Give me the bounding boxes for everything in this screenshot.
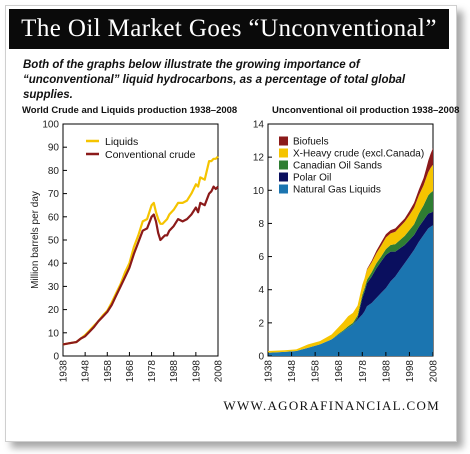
legend-swatch [279, 148, 288, 158]
x-tick-label: 1998 [191, 360, 202, 383]
y-tick-label: 50 [48, 236, 60, 247]
x-tick-label: 2008 [429, 360, 440, 383]
legend-swatch [279, 184, 288, 194]
intro-text: Both of the graphs below illustrate the … [23, 59, 406, 101]
right-area-chart: 0 2 4 6 8 10 12 14 1938 1948 1958 1968 1978 1988 1998… [253, 120, 440, 383]
x-tick-label: 1938 [59, 360, 70, 383]
x-tick-label: 1978 [358, 360, 369, 383]
x-tick-label: 2008 [214, 360, 225, 383]
legend-swatch [279, 160, 288, 170]
left-y-axis-label: Million barrels per day [30, 191, 41, 289]
x-tick-label: 1948 [287, 360, 298, 383]
y-tick-label: 10 [253, 186, 265, 197]
x-tick-label: 1988 [169, 360, 180, 383]
y-tick-label: 90 [48, 143, 60, 154]
y-tick-label: 2 [258, 318, 264, 329]
legend-label: Natural Gas Liquids [293, 185, 381, 196]
source-footer: WWW.AGORAFINANCIAL.COM [223, 398, 440, 413]
x-tick-label: 1978 [147, 360, 158, 383]
y-tick-label: 8 [258, 219, 264, 230]
x-tick-label: 1968 [125, 360, 136, 383]
legend-label: Canadian Oil Sands [293, 161, 382, 172]
conventional-crude-line [62, 185, 219, 346]
x-tick-label: 1988 [381, 360, 392, 383]
y-tick-label: 40 [48, 259, 60, 270]
y-tick-label: 20 [48, 305, 60, 316]
legend-swatch [279, 172, 288, 182]
left-chart-title: World Crude and Liquids production 1938–… [22, 105, 238, 116]
legend-label: Liquids [105, 136, 138, 148]
x-tick-label: 1968 [334, 360, 345, 383]
area-x-heavy-crude-excl-canada [268, 164, 433, 353]
legend-label: Conventional crude [105, 149, 196, 161]
x-tick-label: 1938 [264, 360, 275, 383]
y-tick-label: 14 [253, 120, 265, 131]
legend-label: X-Heavy crude (excl.Canada) [293, 149, 424, 160]
y-tick-label: 100 [42, 120, 59, 131]
x-tick-label: 1958 [311, 360, 322, 383]
y-tick-label: 0 [53, 352, 59, 363]
y-tick-label: 80 [48, 166, 60, 177]
left-line-chart: 0 10 20 30 40 50 60 70 80 90 100 1938 1948 1958 1968 1… [30, 120, 225, 383]
area-natural-gas-liquids [268, 225, 433, 356]
page-title: The Oil Market Goes “Unconventional” [9, 9, 449, 49]
y-tick-label: 4 [258, 285, 264, 296]
y-tick-label: 30 [48, 282, 60, 293]
y-tick-label: 12 [253, 153, 265, 164]
right-chart-title: Unconventional oil production 1938–2008 [272, 105, 460, 116]
y-tick-label: 10 [48, 328, 60, 339]
legend-label: Biofuels [293, 137, 329, 148]
y-tick-label: 6 [258, 252, 264, 263]
y-tick-label: 70 [48, 189, 60, 200]
y-tick-label: 60 [48, 212, 60, 223]
x-tick-label: 1948 [81, 360, 92, 383]
legend-label: Polar Oil [293, 173, 331, 184]
left-plot-frame [62, 123, 219, 357]
legend-swatch [279, 136, 288, 146]
y-tick-label: 0 [258, 352, 264, 363]
x-tick-label: 1958 [103, 360, 114, 383]
x-tick-label: 1998 [405, 360, 416, 383]
